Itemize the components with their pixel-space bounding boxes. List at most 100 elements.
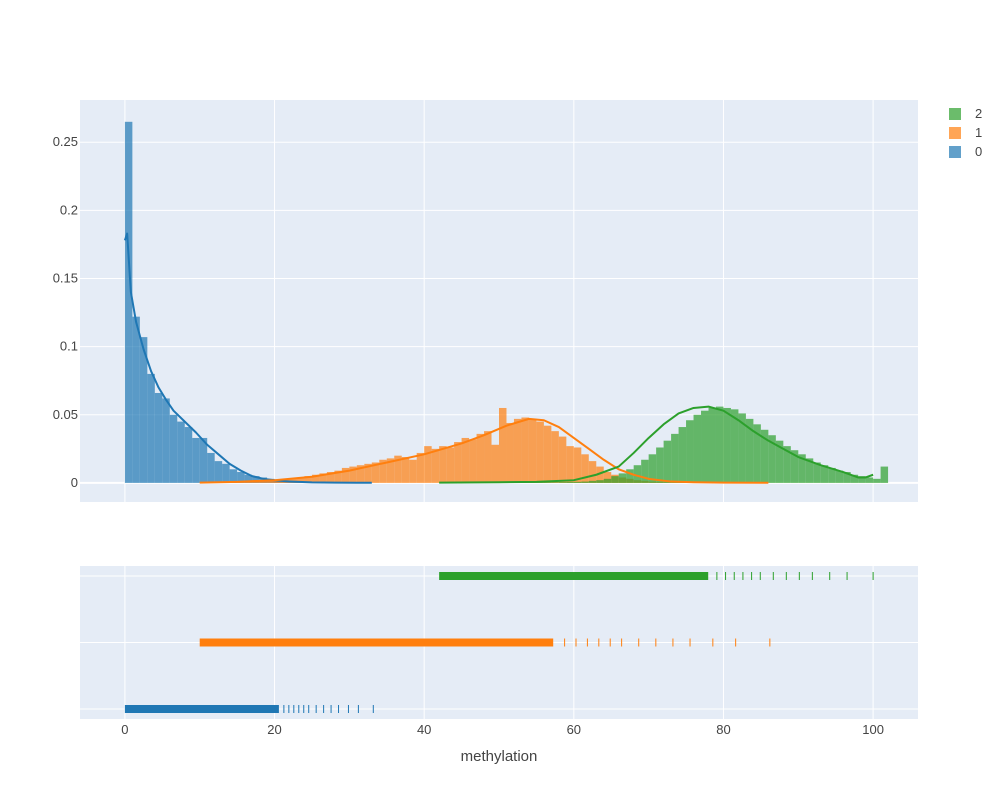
legend-label: 1 — [975, 125, 982, 140]
histogram-bar — [409, 459, 417, 483]
histogram-bar — [326, 472, 335, 483]
kde-curve-0 — [123, 232, 372, 484]
histogram-bar — [364, 463, 372, 483]
histogram-bar — [603, 478, 612, 483]
histogram-bar — [730, 409, 739, 483]
x-tick-label: 20 — [267, 722, 281, 737]
histogram-bar — [850, 474, 859, 483]
legend-item-0: 0 — [949, 144, 982, 159]
histogram-bar — [738, 413, 746, 483]
histogram-bar — [551, 482, 559, 483]
kde-curve-2 — [439, 405, 874, 484]
histogram-bar — [513, 418, 522, 483]
histogram-bar — [596, 480, 604, 483]
histogram-bar — [715, 406, 724, 483]
kde-curve-1 — [199, 417, 769, 484]
histogram-bar — [558, 436, 567, 483]
histogram-bar — [566, 446, 574, 483]
histogram-bar — [491, 444, 499, 483]
histogram-bar — [401, 457, 410, 483]
y-tick-label: 0 — [71, 475, 78, 490]
histogram-bar — [633, 465, 642, 483]
x-tick-label: 0 — [121, 722, 128, 737]
histogram-bar — [169, 414, 178, 483]
histogram-bar — [371, 462, 380, 483]
histogram-bar — [820, 465, 829, 483]
x-axis-title: methylation — [461, 748, 538, 765]
histogram-series-0 — [124, 121, 372, 483]
histogram-bar — [543, 482, 552, 483]
y-tick-label: 0.25 — [53, 134, 78, 149]
histogram-bar — [648, 454, 657, 483]
x-tick-label: 60 — [567, 722, 581, 737]
histogram-bar — [394, 455, 402, 483]
legend-label: 0 — [975, 144, 982, 159]
histogram-bar — [693, 414, 702, 483]
histogram-bar — [760, 429, 769, 483]
histogram-bar — [528, 418, 537, 483]
histogram-bar — [259, 480, 268, 483]
histogram-bar — [349, 466, 357, 483]
histogram-bar — [469, 439, 477, 483]
legend-swatch — [949, 146, 961, 158]
histogram-bar — [229, 469, 238, 483]
x-tick-label: 100 — [862, 722, 884, 737]
histogram-bar — [581, 454, 589, 483]
histogram-bar — [439, 446, 447, 483]
histogram-bar — [289, 478, 297, 483]
histogram-bar — [499, 407, 507, 483]
histogram-bar — [790, 450, 799, 483]
histogram-bar — [132, 316, 140, 483]
histogram-series-2 — [439, 406, 889, 483]
histogram-bar — [416, 452, 425, 483]
histogram-bar — [341, 467, 350, 483]
histogram-bar — [723, 407, 731, 483]
histogram-series-1 — [199, 407, 769, 483]
x-tick-label: 80 — [716, 722, 730, 737]
histogram-bar — [454, 442, 462, 483]
histogram-bar — [506, 422, 514, 483]
histogram-bar — [139, 337, 148, 483]
histogram-bar — [618, 473, 627, 483]
histogram-bar — [603, 472, 612, 483]
histogram-bar — [252, 481, 260, 483]
histogram-bars — [124, 121, 889, 483]
rug-marks — [124, 572, 874, 713]
y-tick-label: 0.05 — [53, 407, 78, 422]
y-tick-label: 0.1 — [60, 339, 78, 354]
histogram-bar — [304, 476, 312, 483]
histogram-bar — [446, 447, 455, 483]
histogram-bar — [588, 461, 597, 483]
histogram-bar — [873, 478, 881, 483]
histogram-bar — [783, 446, 791, 483]
histogram-bar — [536, 421, 544, 483]
histogram-bar — [701, 410, 709, 483]
rug-series-0 — [124, 705, 374, 713]
rug-dense-band — [124, 705, 279, 713]
histogram-bar — [686, 420, 694, 483]
legend-label: 2 — [975, 106, 982, 121]
histogram-bar — [708, 407, 716, 483]
histogram-bar — [386, 458, 395, 483]
histogram-bar — [177, 421, 185, 483]
histogram-bar — [573, 447, 582, 483]
histogram-bar — [858, 476, 866, 483]
rug-dense-band — [439, 572, 709, 580]
histogram-bar — [192, 437, 200, 483]
histogram-bar — [596, 466, 604, 483]
histogram-bar — [813, 462, 821, 483]
histogram-bar — [798, 454, 806, 483]
histogram-bar — [581, 481, 589, 483]
kde-curves — [123, 232, 874, 484]
x-axis-tick-labels: 0 20 40 60 80 100 — [121, 722, 884, 737]
histogram-bar — [663, 440, 672, 483]
histogram-bar — [566, 481, 574, 483]
legend-item-2: 2 — [949, 106, 982, 121]
legend-item-1: 1 — [949, 125, 982, 140]
histogram-bar — [775, 440, 784, 483]
rug-series-1 — [199, 638, 771, 647]
histogram-bar — [154, 392, 163, 483]
y-tick-label: 0.15 — [53, 271, 78, 286]
histogram-bar — [356, 465, 365, 483]
